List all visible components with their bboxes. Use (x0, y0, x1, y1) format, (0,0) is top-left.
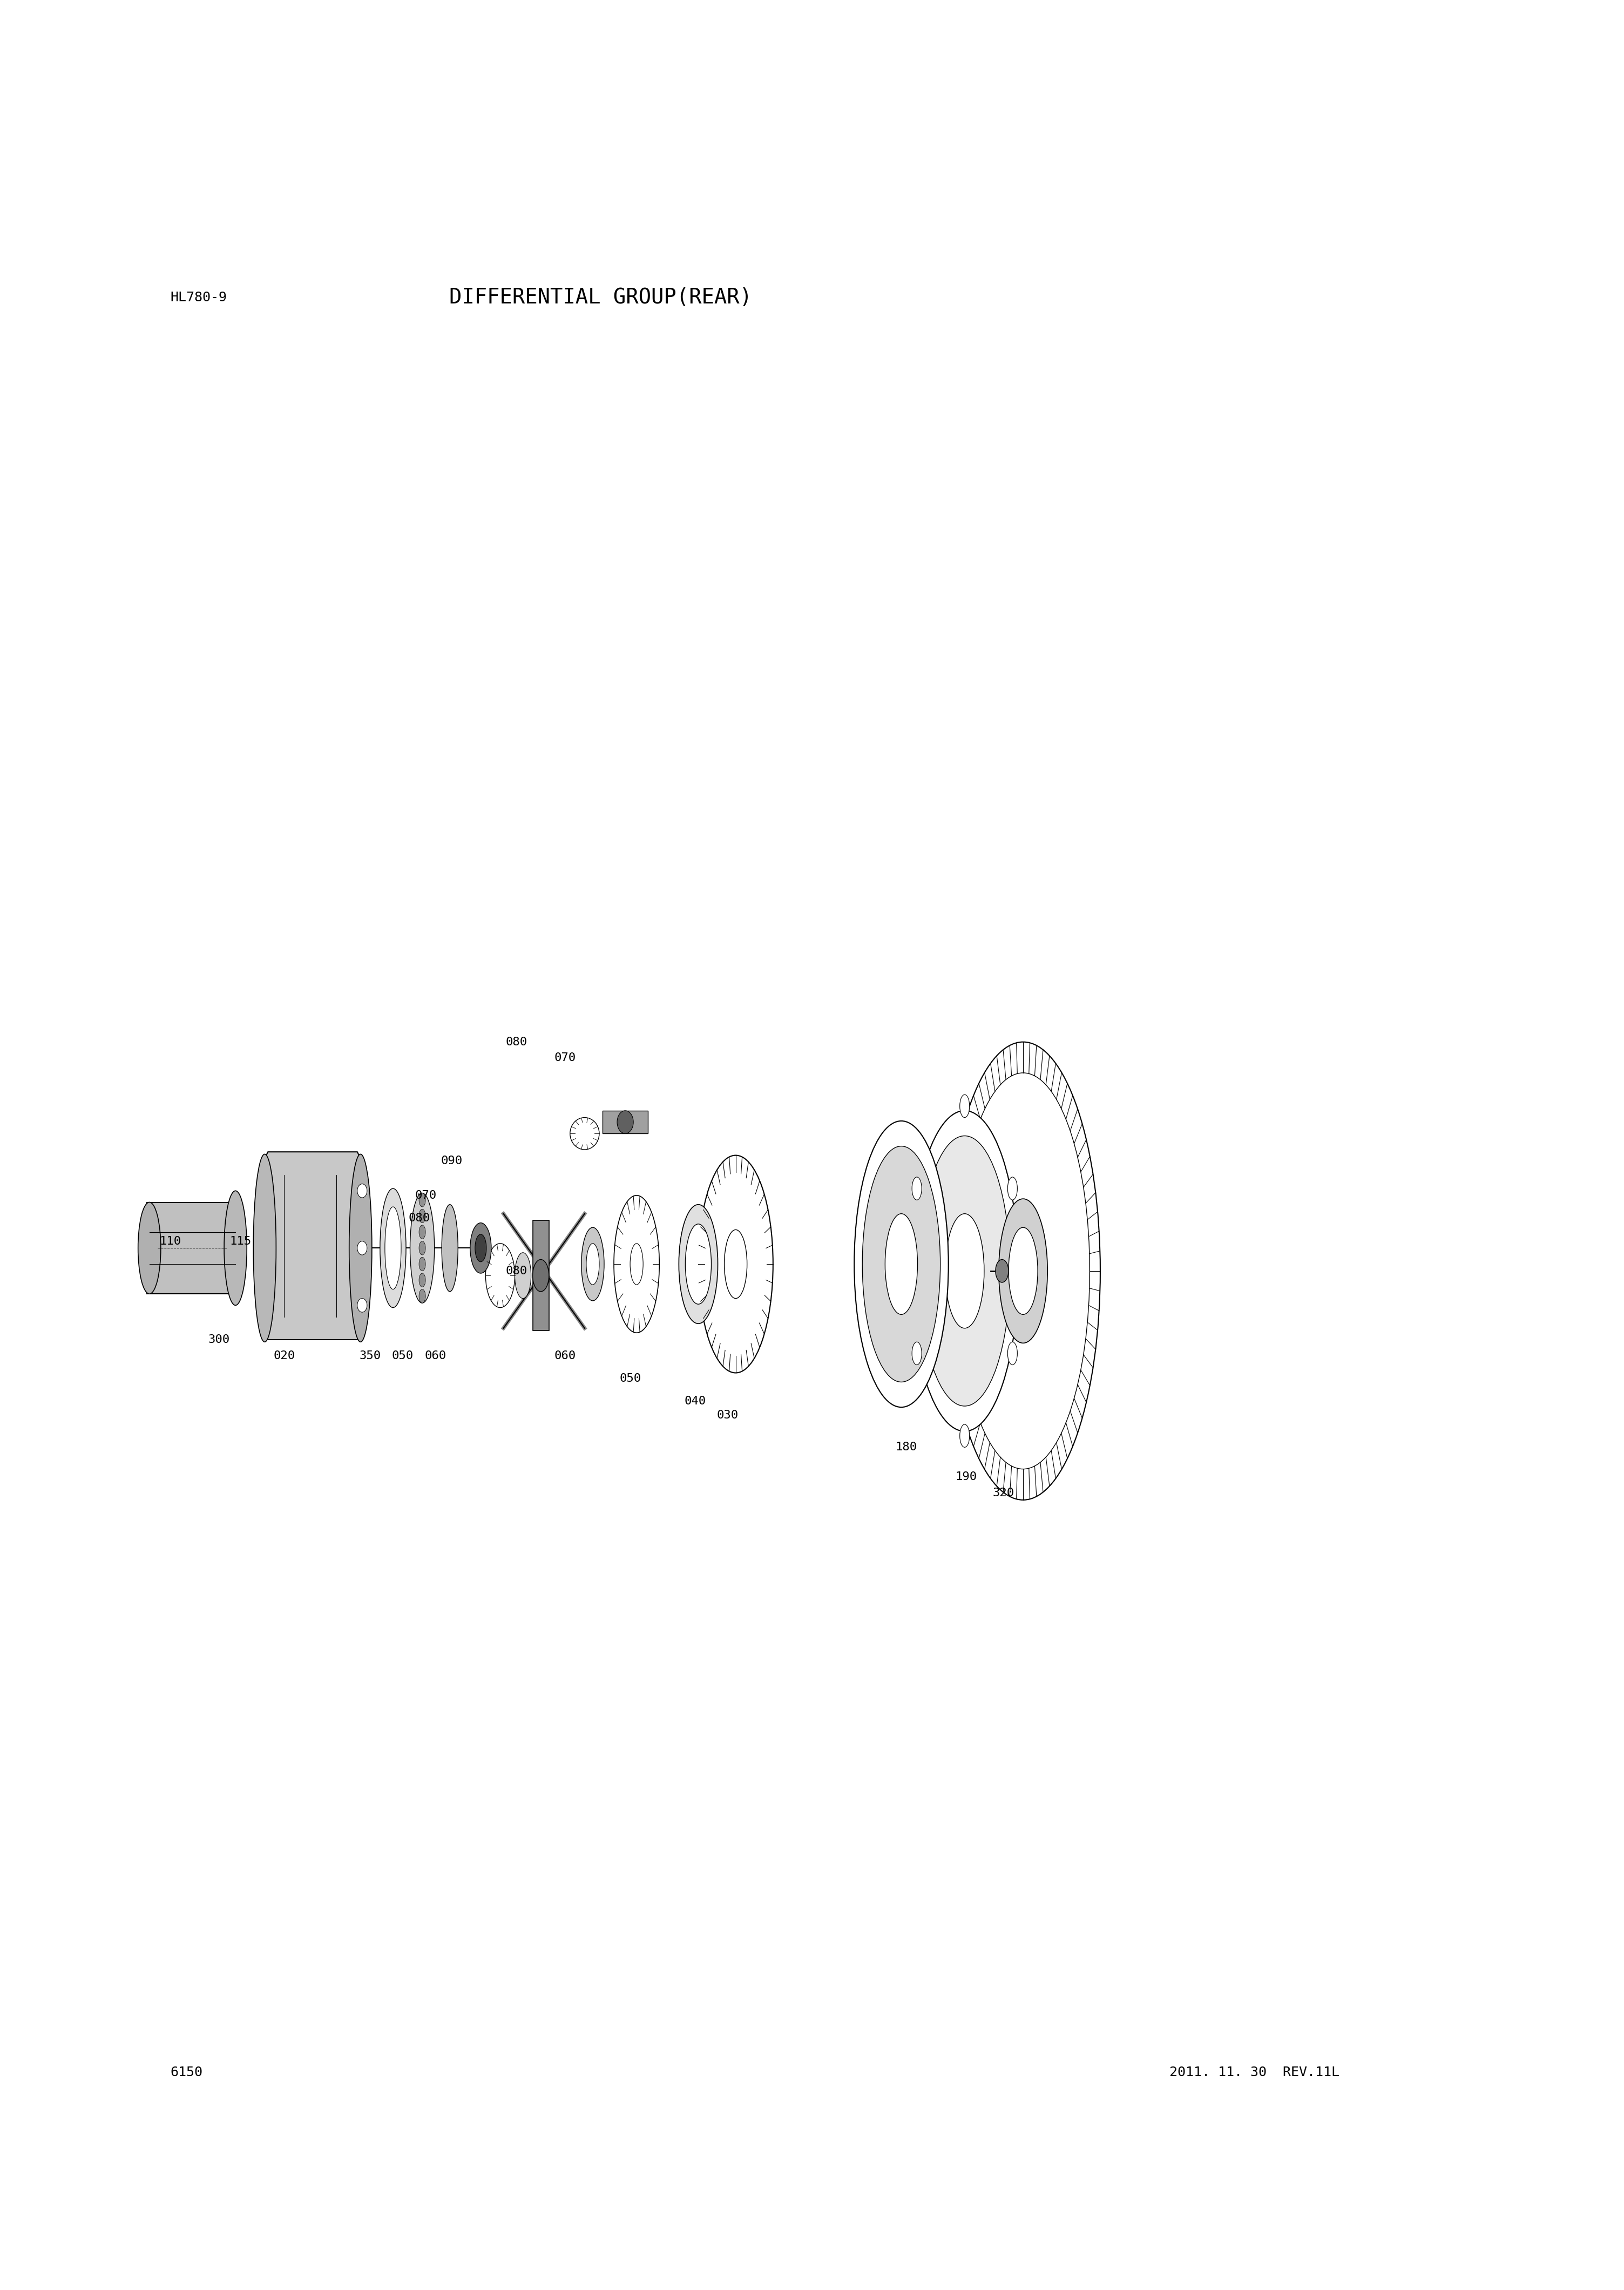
Text: 080: 080 (505, 1037, 528, 1047)
Ellipse shape (996, 1260, 1009, 1282)
Text: 2011. 11. 30  REV.11L: 2011. 11. 30 REV.11L (1169, 2066, 1340, 2079)
Ellipse shape (570, 1118, 599, 1150)
Ellipse shape (581, 1227, 604, 1301)
Ellipse shape (533, 1260, 549, 1292)
Ellipse shape (1009, 1227, 1038, 1314)
Text: 6150: 6150 (171, 2066, 203, 2079)
Text: 070: 070 (414, 1191, 437, 1200)
Ellipse shape (957, 1072, 1090, 1470)
Ellipse shape (385, 1207, 401, 1289)
Ellipse shape (469, 1223, 490, 1273)
Text: 320: 320 (992, 1489, 1015, 1498)
Bar (146, 1202, 237, 1294)
Circle shape (357, 1241, 367, 1255)
Bar (603, 1111, 648, 1134)
Ellipse shape (999, 1198, 1047, 1342)
Ellipse shape (919, 1136, 1010, 1406)
Ellipse shape (960, 1095, 970, 1118)
Bar (533, 1221, 549, 1330)
Ellipse shape (679, 1205, 718, 1324)
Ellipse shape (380, 1189, 406, 1308)
Text: 070: 070 (554, 1053, 577, 1063)
Text: 115: 115 (229, 1237, 252, 1246)
Text: 060: 060 (554, 1351, 577, 1360)
Text: DIFFERENTIAL GROUP(REAR): DIFFERENTIAL GROUP(REAR) (450, 289, 752, 307)
Text: 300: 300 (208, 1335, 231, 1344)
Ellipse shape (911, 1111, 1018, 1431)
Ellipse shape (945, 1042, 1101, 1500)
Ellipse shape (349, 1154, 372, 1342)
Ellipse shape (1007, 1342, 1017, 1365)
Ellipse shape (945, 1214, 984, 1328)
Text: 020: 020 (273, 1351, 296, 1360)
Ellipse shape (224, 1191, 247, 1305)
Text: 110: 110 (159, 1237, 182, 1246)
Ellipse shape (862, 1145, 940, 1381)
Ellipse shape (913, 1177, 922, 1200)
Ellipse shape (253, 1154, 276, 1342)
Ellipse shape (614, 1195, 659, 1333)
Ellipse shape (409, 1193, 435, 1303)
Ellipse shape (586, 1243, 599, 1285)
Ellipse shape (419, 1225, 425, 1239)
Text: 190: 190 (955, 1472, 978, 1482)
Text: 050: 050 (391, 1351, 414, 1360)
Ellipse shape (698, 1154, 773, 1372)
Text: HL780-9: HL780-9 (171, 291, 227, 305)
Ellipse shape (515, 1253, 531, 1298)
Ellipse shape (419, 1257, 425, 1271)
Text: 050: 050 (619, 1374, 641, 1383)
Text: 350: 350 (359, 1351, 382, 1360)
Ellipse shape (854, 1122, 948, 1406)
Ellipse shape (419, 1241, 425, 1255)
Text: 060: 060 (424, 1351, 447, 1360)
Circle shape (357, 1298, 367, 1312)
Ellipse shape (486, 1243, 515, 1308)
Ellipse shape (630, 1243, 643, 1285)
Ellipse shape (474, 1234, 487, 1262)
Circle shape (357, 1184, 367, 1198)
Ellipse shape (617, 1111, 633, 1134)
Ellipse shape (960, 1424, 970, 1447)
Ellipse shape (685, 1223, 711, 1303)
Text: 030: 030 (716, 1411, 739, 1420)
Ellipse shape (419, 1289, 425, 1303)
Text: 180: 180 (895, 1443, 918, 1452)
Text: 090: 090 (440, 1156, 463, 1166)
Ellipse shape (419, 1193, 425, 1207)
Ellipse shape (885, 1214, 918, 1314)
Text: 080: 080 (505, 1266, 528, 1276)
Ellipse shape (442, 1205, 458, 1292)
Text: 080: 080 (408, 1214, 430, 1223)
Ellipse shape (1007, 1177, 1017, 1200)
Ellipse shape (913, 1342, 922, 1365)
Text: 040: 040 (684, 1397, 706, 1406)
Ellipse shape (138, 1202, 161, 1294)
Ellipse shape (419, 1209, 425, 1223)
Ellipse shape (724, 1230, 747, 1298)
Polygon shape (260, 1152, 365, 1340)
Ellipse shape (419, 1273, 425, 1287)
